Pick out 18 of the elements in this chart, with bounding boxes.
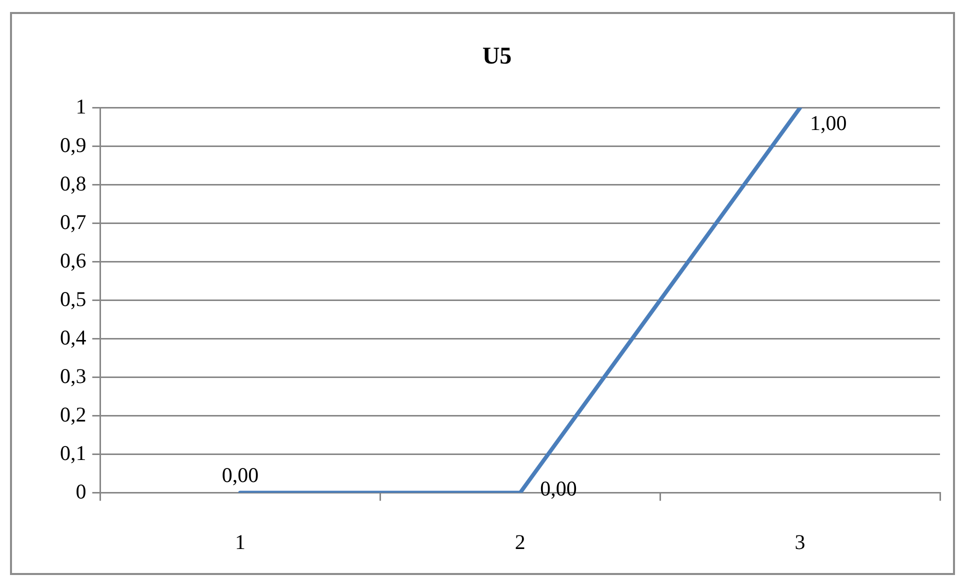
y-tick-label: 0,3 [60, 364, 86, 388]
x-tick-label: 2 [514, 530, 526, 554]
y-tick-label: 0,4 [60, 325, 87, 350]
x-tick-label: 3 [794, 530, 806, 554]
y-tick-label: 0,8 [60, 171, 86, 196]
data-label: 0,00 [540, 476, 577, 500]
y-tick-label: 0,1 [60, 440, 86, 465]
y-tick-label: 0,9 [60, 132, 86, 157]
y-tick-label: 0 [76, 479, 86, 504]
x-tick-label: 1 [234, 530, 246, 554]
chart-title: U5 [482, 44, 512, 70]
data-label: 1,00 [810, 110, 847, 135]
y-tick-label: 0,7 [60, 210, 86, 234]
y-tick-label: 0,2 [60, 402, 86, 426]
data-label: 0,00 [222, 462, 259, 487]
y-tick-label: 0,5 [60, 286, 86, 311]
y-tick-label: 1 [76, 94, 86, 118]
y-tick-label: 0,6 [60, 248, 86, 272]
